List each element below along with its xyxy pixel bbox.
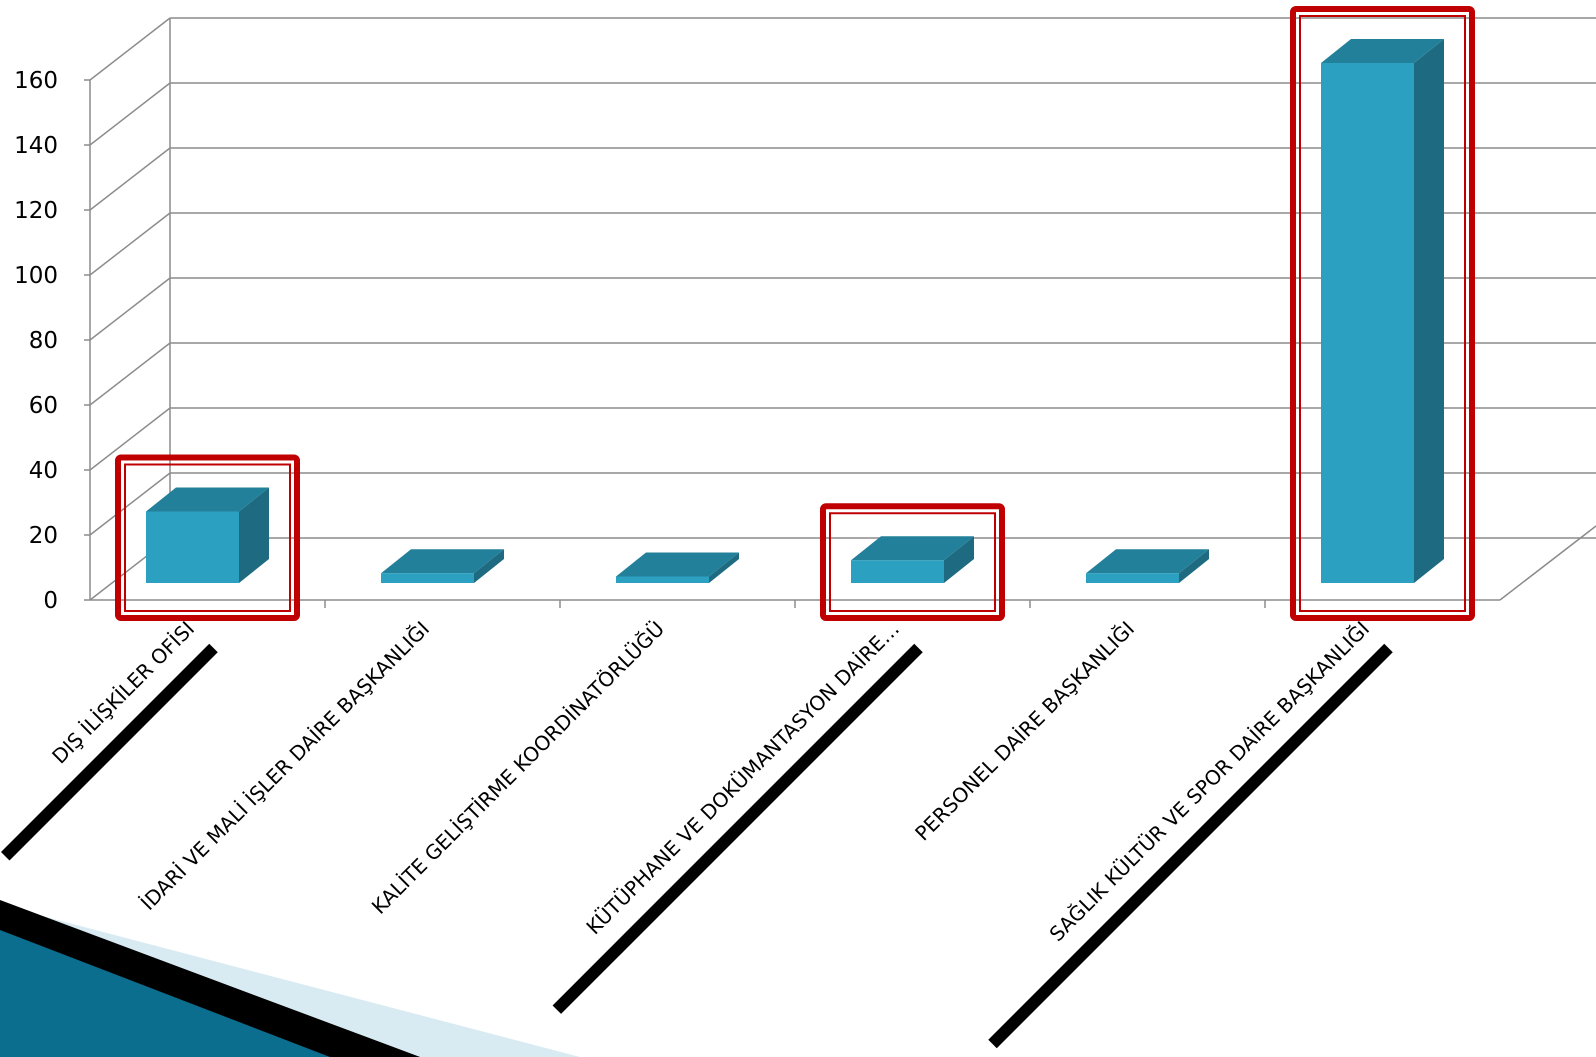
bar-front bbox=[1321, 63, 1414, 583]
y-tick-label: 80 bbox=[29, 328, 58, 354]
gridline-diagonal bbox=[89, 147, 171, 211]
bar-side bbox=[1414, 39, 1444, 583]
highlight-marker bbox=[1, 454, 300, 861]
gridline-diagonal bbox=[89, 82, 171, 146]
x-tick-label: KALİTE GELİŞTİRME KOORDİNATÖRLÜĞÜ bbox=[367, 617, 669, 919]
label-underline bbox=[552, 643, 923, 1014]
y-tick-label: 60 bbox=[29, 393, 58, 419]
highlight-frame-inner bbox=[1299, 15, 1466, 612]
y-tick-label: 40 bbox=[29, 458, 58, 484]
bar-side bbox=[474, 549, 504, 583]
gridline-diagonal bbox=[89, 472, 171, 536]
bar-front bbox=[616, 576, 709, 583]
bar-top bbox=[616, 552, 739, 577]
bar bbox=[1321, 39, 1444, 583]
bar-top bbox=[381, 549, 504, 574]
highlight-frame-outer bbox=[820, 503, 1005, 621]
highlight-marker bbox=[552, 503, 1005, 1014]
gridline-diagonal bbox=[89, 212, 171, 276]
floor-right-edge bbox=[1499, 525, 1596, 601]
y-tick-label: 20 bbox=[29, 523, 58, 549]
bar bbox=[381, 549, 504, 583]
bar-front bbox=[851, 560, 944, 583]
bar bbox=[851, 536, 974, 583]
bar-side bbox=[1179, 549, 1209, 583]
y-tick-label: 0 bbox=[43, 588, 58, 614]
y-tick-label: 140 bbox=[14, 133, 58, 159]
y-tick-label: 160 bbox=[14, 68, 58, 94]
gridline-diagonal bbox=[89, 407, 171, 471]
bar-top bbox=[1086, 549, 1209, 574]
bars bbox=[146, 39, 1444, 583]
x-tick-label: İDARİ VE MALİ İŞLER DAİRE BAŞKANLIĞI bbox=[136, 617, 434, 915]
label-underline bbox=[988, 643, 1393, 1049]
gridline-diagonal bbox=[89, 17, 171, 81]
y-axis-ticks: 0 20 40 60 80 100 120 140 160 bbox=[14, 68, 90, 614]
highlight-frame-inner bbox=[829, 512, 996, 612]
bar-front bbox=[381, 573, 474, 583]
bar bbox=[146, 487, 269, 583]
label-underline bbox=[1, 643, 218, 861]
highlight-frame-inner bbox=[124, 463, 291, 612]
bar-top bbox=[1321, 39, 1444, 63]
bar-top bbox=[851, 536, 974, 561]
corner-decoration bbox=[0, 900, 580, 1057]
bar-side bbox=[239, 487, 269, 583]
bar bbox=[1086, 549, 1209, 583]
y-tick-label: 120 bbox=[14, 198, 58, 224]
x-tick-label: PERSONEL DAİRE BAŞKANLIĞI bbox=[910, 617, 1139, 846]
bar-side bbox=[709, 552, 739, 583]
bar-front bbox=[1086, 573, 1179, 583]
highlight-marker bbox=[988, 6, 1475, 1049]
gridline-diagonal bbox=[89, 342, 171, 406]
highlight-frame-outer bbox=[1290, 6, 1475, 621]
bar-side bbox=[944, 536, 974, 583]
decor-black-stripe bbox=[0, 900, 420, 1057]
y-tick-label: 100 bbox=[14, 263, 58, 289]
highlight-frame-outer bbox=[115, 454, 300, 621]
bar-front bbox=[146, 511, 239, 583]
gridline-diagonal bbox=[89, 277, 171, 341]
bar-top bbox=[146, 487, 269, 512]
bar bbox=[616, 552, 739, 583]
highlight-markers bbox=[1, 6, 1475, 1049]
